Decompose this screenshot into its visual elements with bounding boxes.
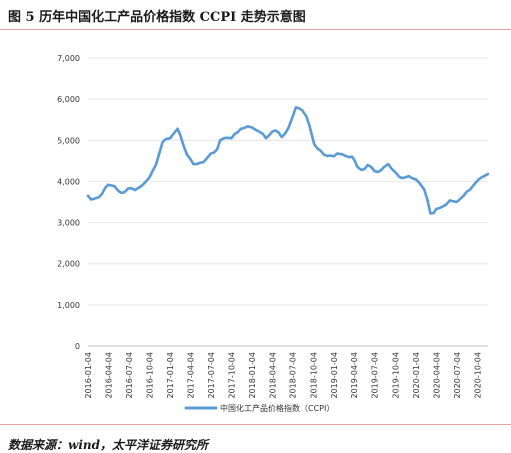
- title-divider: [0, 29, 511, 30]
- y-tick-label: 3,000: [57, 219, 80, 228]
- x-tick-label: 2016-01-04: [84, 352, 93, 399]
- x-tick-label: 2018-10-04: [309, 352, 318, 399]
- bottom-divider: [0, 424, 511, 425]
- y-tick-label: 7,000: [57, 54, 80, 63]
- legend-layer: 中国化工产品价格指数（CCPI）: [184, 403, 334, 413]
- y-tick-label: 2,000: [57, 260, 80, 269]
- x-tick-label: 2017-04-04: [186, 352, 195, 399]
- grid-layer: [88, 57, 488, 347]
- series-line: [86, 106, 490, 215]
- x-tick-label: 2019-07-04: [371, 352, 380, 399]
- y-tick-label: 5,000: [57, 136, 80, 145]
- x-tick-label: 2018-01-04: [248, 352, 257, 399]
- series-layer: [86, 106, 490, 215]
- chart-svg: 0 1,000 2,000 3,000 4,000 5,000 6,000 7,000 2016…: [57, 54, 490, 413]
- x-tick-label: 2019-10-04: [391, 352, 400, 399]
- y-tick-label: 4,000: [57, 177, 80, 186]
- figure-title: 图 5 历年中国化工产品价格指数 CCPI 走势示意图: [8, 10, 306, 25]
- x-tick-label: 2016-07-04: [125, 352, 134, 399]
- x-tick-label: 2016-04-04: [104, 352, 113, 399]
- x-tick-label: 2018-04-04: [268, 352, 277, 399]
- y-tick-label: 6,000: [57, 95, 80, 104]
- x-tick-label: 2017-07-04: [207, 352, 216, 399]
- x-tick-label: 2020-10-04: [473, 352, 482, 399]
- y-tick-label: 0: [75, 342, 80, 351]
- axis-layer: 0 1,000 2,000 3,000 4,000 5,000 6,000 7,000 2016…: [57, 54, 482, 399]
- x-tick-label: 2017-10-04: [227, 352, 236, 399]
- x-tick-label: 2020-01-04: [412, 352, 421, 399]
- data-source: 数据来源：wind，太平洋证券研究所: [8, 438, 209, 452]
- x-tick-label: 2020-04-04: [432, 352, 441, 399]
- x-tick-label: 2018-07-04: [289, 352, 298, 399]
- x-tick-label: 2020-07-04: [453, 352, 462, 399]
- x-tick-label: 2019-04-04: [350, 352, 359, 399]
- x-tick-label: 2019-01-04: [330, 352, 339, 399]
- x-tick-label: 2017-01-04: [166, 352, 175, 399]
- y-tick-label: 1,000: [57, 301, 80, 310]
- x-tick-label: 2016-10-04: [146, 352, 155, 399]
- legend-label: 中国化工产品价格指数（CCPI）: [220, 403, 334, 413]
